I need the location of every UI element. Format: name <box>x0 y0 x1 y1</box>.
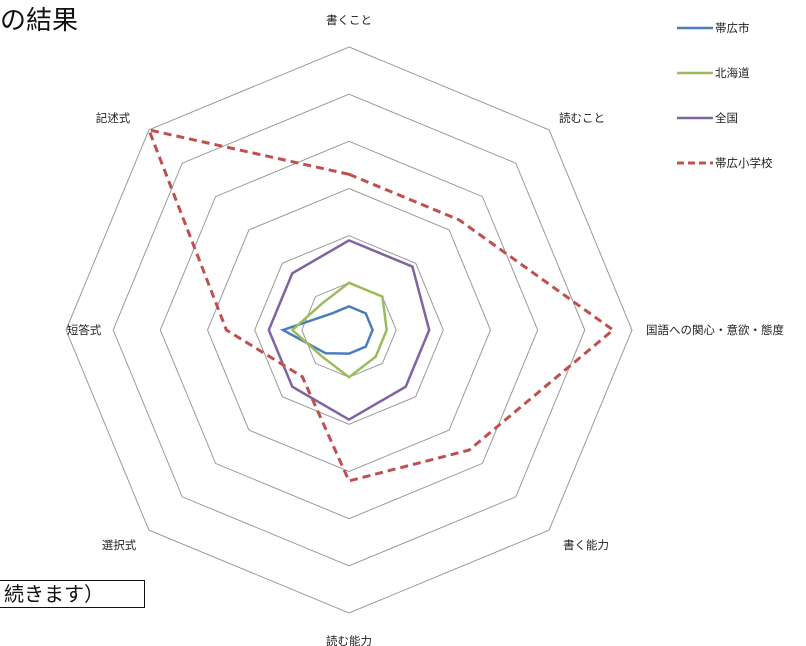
radar-grid <box>65 46 633 614</box>
series-line-4 <box>146 127 616 483</box>
axis-label-7: 短答式 <box>67 323 102 337</box>
radar-series <box>146 127 616 483</box>
legend-label-2: 北海道 <box>715 66 750 80</box>
continued-note-box: 続きます） <box>0 580 145 608</box>
axis-label-2: 読むこと <box>559 111 605 125</box>
grid-ring-5 <box>112 93 586 567</box>
series-line-2 <box>290 281 388 379</box>
grid-ring-6 <box>65 46 633 614</box>
series-line-3 <box>267 239 431 422</box>
grid-ring-4 <box>159 140 539 520</box>
series-line-1 <box>279 305 374 355</box>
chart-title-fragment: の結果 <box>0 6 79 36</box>
legend-label-3: 全国 <box>715 111 738 125</box>
grid-ring-2 <box>254 235 444 425</box>
legend-label-4: 帯広小学校 <box>715 156 773 170</box>
axis-label-3: 国語への関心・意欲・態度 <box>646 323 784 337</box>
grid-ring-3 <box>206 187 492 473</box>
axis-label-5: 読む能力 <box>326 634 372 646</box>
axis-label-4: 書く能力 <box>563 538 609 552</box>
legend-label-1: 帯広市 <box>715 21 750 35</box>
axis-label-1: 書くこと <box>326 13 372 27</box>
axis-label-8: 記述式 <box>96 111 131 125</box>
axis-label-6: 選択式 <box>102 538 137 552</box>
continued-note-text: 続きます） <box>4 582 104 606</box>
